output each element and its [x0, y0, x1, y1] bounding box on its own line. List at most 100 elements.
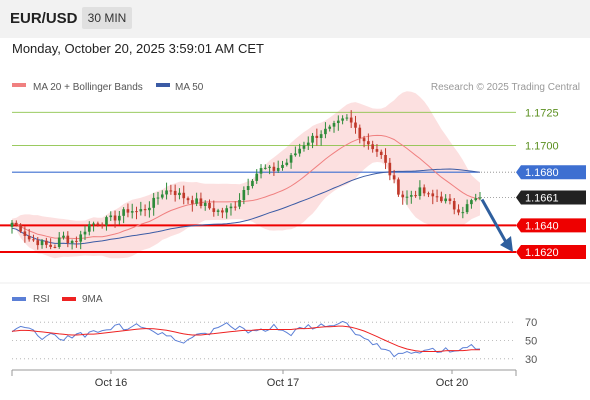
- candle-body: [272, 166, 276, 171]
- candle-body: [379, 151, 383, 156]
- candle-body: [113, 215, 117, 221]
- symbol-title: EUR/USD: [10, 10, 78, 27]
- candle-body: [294, 153, 297, 156]
- candle-body: [306, 142, 310, 146]
- candle-body: [392, 175, 396, 180]
- candle-body: [384, 155, 387, 163]
- candle-body: [96, 223, 100, 225]
- candle-body: [289, 155, 293, 163]
- candle-body: [457, 209, 460, 213]
- candle-body: [246, 186, 250, 190]
- candle-body: [190, 200, 194, 204]
- candle-body: [422, 187, 426, 194]
- price-level-tags: 1.1725 1.1700 1.1680 1.1661 1.1640 1.1620: [516, 107, 586, 260]
- candle-body: [152, 197, 156, 208]
- candle-body: [148, 207, 151, 211]
- candle-body: [371, 144, 374, 150]
- rsi-legend-label: RSI: [33, 294, 50, 305]
- candle-body: [302, 145, 306, 149]
- candle-body: [435, 196, 439, 198]
- level-label: 1.1725: [525, 107, 559, 119]
- candle-body: [130, 211, 134, 213]
- candle-body: [49, 244, 52, 247]
- candle-body: [135, 211, 138, 213]
- candle-body: [195, 198, 198, 204]
- candle-body: [440, 196, 443, 202]
- candle-body: [397, 179, 400, 195]
- level-tag-bg: [516, 245, 586, 260]
- timeframe-button[interactable]: 30 MIN: [82, 7, 132, 29]
- candle-body: [332, 123, 336, 127]
- candle-body: [10, 222, 14, 227]
- candle-body: [36, 240, 40, 246]
- candle-body: [478, 197, 482, 199]
- candle-body: [388, 162, 392, 176]
- x-tick-label: Oct 17: [267, 377, 299, 389]
- candle-body: [242, 189, 246, 201]
- candle-body: [118, 215, 121, 221]
- candle-body: [474, 198, 478, 201]
- ma50-legend-swatch: [156, 83, 170, 87]
- candle-body: [105, 217, 108, 226]
- candle-body: [169, 190, 173, 192]
- rsi-ma-legend-label: 9MA: [82, 294, 103, 305]
- candle-body: [431, 193, 435, 197]
- candle-body: [27, 235, 31, 240]
- x-axis-ticks: Oct 16 Oct 17 Oct 20: [95, 370, 468, 389]
- candle-body: [100, 224, 104, 226]
- candle-body: [40, 240, 44, 246]
- candle-body: [233, 206, 237, 208]
- ma50-line: [11, 168, 481, 245]
- candle-body: [221, 210, 224, 213]
- candle-body: [212, 208, 216, 212]
- rsi-grid: 70 50 30: [12, 317, 537, 366]
- datetime-label: Monday, October 20, 2025 3:59:01 AM CET: [12, 41, 264, 56]
- candle-body: [414, 195, 417, 197]
- candle-body: [160, 194, 164, 198]
- rsi-tick-label: 70: [525, 317, 537, 329]
- candle-body: [14, 222, 18, 226]
- x-tick-label: Oct 16: [95, 377, 127, 389]
- candle-body: [281, 164, 284, 168]
- level-label: 1.1700: [525, 141, 559, 153]
- level-tag-bg: [516, 165, 586, 180]
- candle-body: [448, 198, 452, 201]
- candle-body: [70, 240, 74, 244]
- candle-body: [109, 215, 113, 218]
- candle-body: [461, 212, 465, 214]
- candle-body: [173, 190, 177, 196]
- candle-body: [92, 223, 95, 225]
- level-tag-label: 1.1661: [525, 192, 559, 204]
- candle-body: [156, 197, 160, 199]
- candle-body: [75, 240, 78, 242]
- candle-body: [418, 187, 422, 196]
- candle-body: [216, 210, 220, 212]
- candle-body: [465, 204, 469, 213]
- candle-body: [470, 200, 473, 205]
- candle-body: [427, 193, 430, 195]
- candle-body: [349, 117, 353, 123]
- candle-body: [83, 231, 87, 235]
- candle-body: [311, 135, 314, 143]
- ma20-line: [11, 134, 481, 240]
- candle-body: [23, 231, 27, 236]
- candle-body: [79, 234, 83, 242]
- candle-body: [298, 148, 302, 154]
- candle-body: [87, 224, 91, 232]
- level-tag-label: 1.1640: [525, 220, 559, 232]
- forecast-arrow-shaft: [480, 198, 509, 245]
- candle-body: [208, 202, 211, 209]
- candle-body: [66, 235, 70, 244]
- candle-body: [122, 209, 125, 216]
- candle-body: [199, 198, 203, 206]
- price-levels: [0, 111, 516, 254]
- candle-body: [238, 200, 241, 207]
- candle-body: [362, 138, 366, 142]
- candle-body: [263, 167, 267, 169]
- rsi-legend-swatch: [12, 297, 26, 301]
- rsi-tick-label: 30: [525, 354, 537, 366]
- candle-body: [186, 198, 190, 201]
- candle-body: [405, 196, 409, 198]
- candle-body: [126, 209, 130, 213]
